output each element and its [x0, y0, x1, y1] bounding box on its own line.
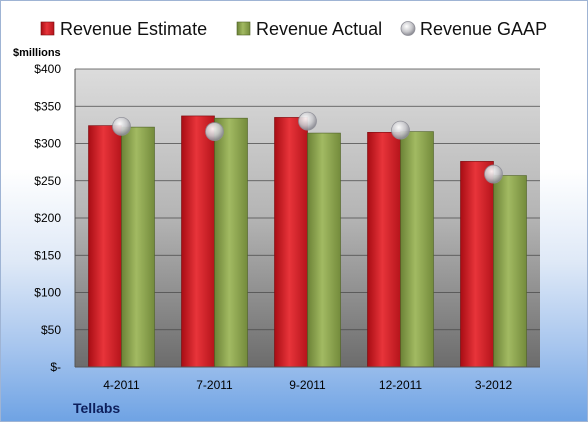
- x-axis: 4-2011 7-2011 9-2011 12-2011 3-2012: [75, 366, 540, 392]
- bar-revenue-estimate-9-2011: [274, 117, 308, 368]
- bars: [88, 115, 527, 368]
- y-axis: $- $50 $100 $150 $200 $250 $300 $350 $400: [34, 62, 76, 374]
- y-tick-label: $50: [41, 323, 61, 337]
- company-label: Tellabs: [73, 400, 120, 416]
- bar-revenue-actual-9-2011: [307, 132, 341, 368]
- y-tick-label: $250: [34, 174, 61, 188]
- bar-revenue-actual-7-2011: [214, 117, 248, 368]
- y-tick-label: $100: [34, 286, 61, 300]
- bar-revenue-actual-4-2011: [121, 126, 155, 368]
- x-tick-label: 3-2012: [475, 378, 513, 392]
- legend-label-revenue-estimate: Revenue Estimate: [60, 19, 207, 39]
- marker-revenue-gaap-9-2011: [298, 111, 317, 131]
- y-tick-label: $400: [34, 62, 61, 76]
- legend: Revenue Estimate Revenue Actual Revenue GA…: [40, 19, 547, 39]
- legend-swatch-revenue-gaap: [400, 21, 416, 36]
- y-tick-label: $-: [50, 360, 61, 374]
- bar-revenue-estimate-3-2012: [460, 161, 494, 368]
- y-axis-unit-label: $millions: [13, 47, 61, 59]
- y-tick-label: $300: [34, 137, 61, 151]
- bar-revenue-estimate-4-2011: [88, 125, 122, 368]
- bar-revenue-actual-3-2012: [493, 175, 527, 368]
- marker-revenue-gaap-4-2011: [112, 116, 131, 136]
- bar-revenue-estimate-7-2011: [181, 115, 215, 368]
- marker-revenue-gaap-12-2011: [391, 120, 410, 140]
- legend-swatch-revenue-estimate: [40, 21, 55, 36]
- bar-revenue-actual-12-2011: [400, 131, 434, 368]
- legend-label-revenue-actual: Revenue Actual: [256, 19, 382, 39]
- x-tick-label: 4-2011: [103, 378, 140, 392]
- bar-revenue-estimate-12-2011: [367, 132, 401, 368]
- marker-revenue-gaap-3-2012: [484, 164, 503, 184]
- gaap-markers: [112, 111, 503, 184]
- legend-swatch-revenue-actual: [236, 21, 251, 36]
- y-tick-label: $200: [34, 211, 61, 225]
- y-tick-label: $150: [34, 248, 61, 262]
- x-tick-label: 7-2011: [196, 378, 233, 392]
- marker-revenue-gaap-7-2011: [205, 122, 224, 141]
- legend-label-revenue-gaap: Revenue GAAP: [420, 19, 547, 39]
- x-tick-label: 9-2011: [289, 378, 326, 392]
- x-tick-label: 12-2011: [379, 378, 422, 392]
- y-tick-label: $350: [34, 99, 61, 113]
